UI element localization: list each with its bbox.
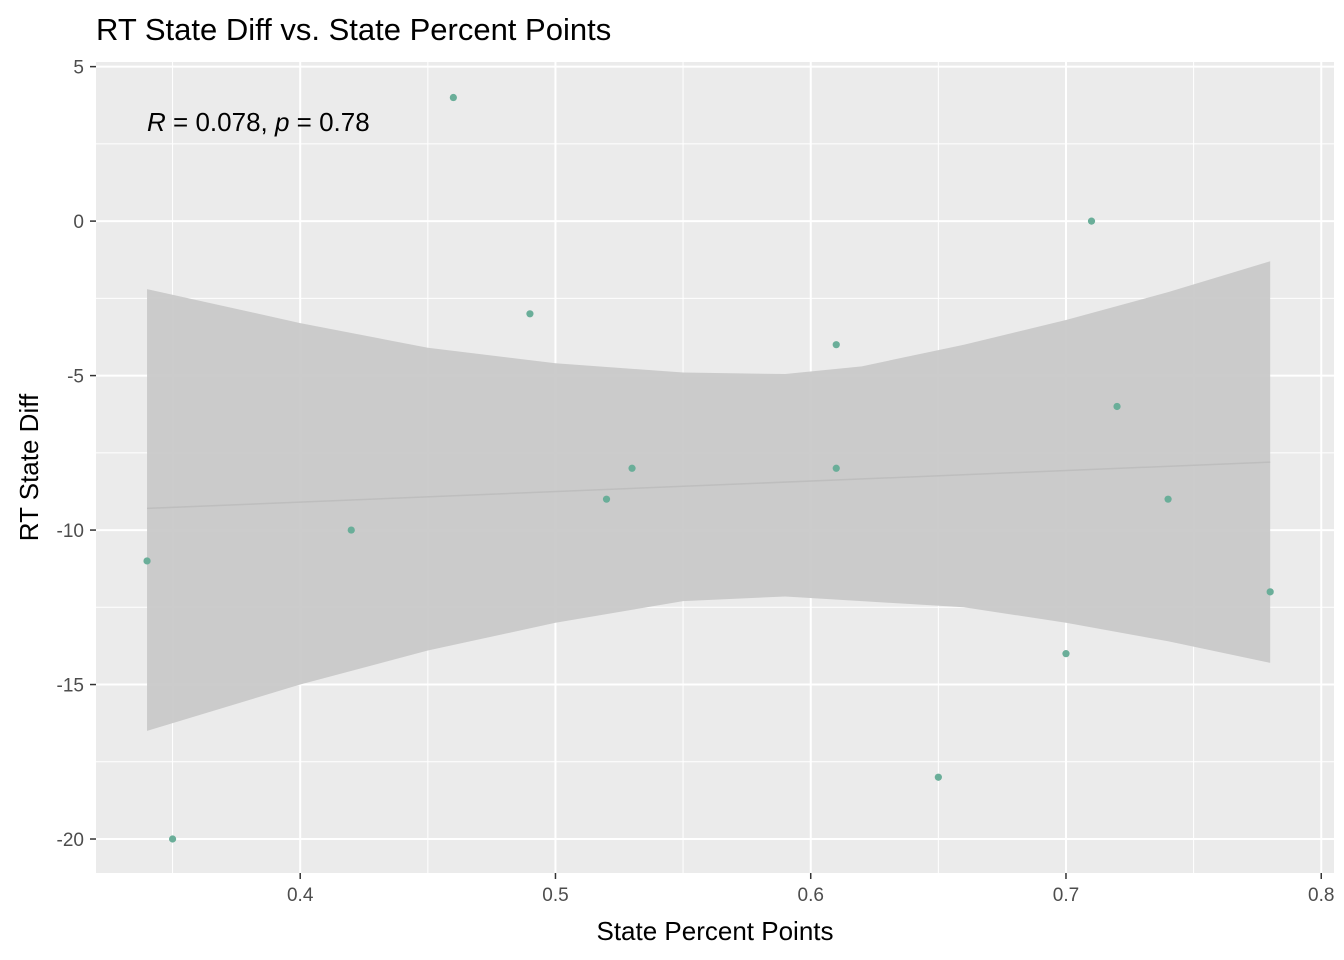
data-point [143, 557, 151, 565]
data-point [168, 835, 177, 843]
x-axis-title: State Percent Points [596, 916, 833, 946]
data-point [602, 495, 611, 503]
x-tick-label: 0.5 [542, 885, 568, 906]
x-tick-label: 0.6 [798, 885, 824, 906]
y-tick-label: -10 [57, 521, 84, 542]
r-value: = 0.078, [166, 107, 275, 137]
fit-line [147, 461, 1271, 510]
confidence-band [147, 261, 1271, 731]
data-point [1113, 402, 1121, 411]
data-point [347, 526, 355, 534]
correlation-annotation: R = 0.078, p = 0.78 [147, 107, 370, 137]
y-tick-label: -15 [57, 676, 84, 697]
x-tick-label: 0.4 [287, 885, 314, 906]
confidence-ribbon [147, 261, 1271, 731]
x-tick-label: 0.7 [1053, 885, 1079, 906]
data-point [1087, 217, 1096, 225]
x-axis: 0.4 0.5 0.6 0.7 0.8 [287, 873, 1334, 906]
y-tick-label: 0 [73, 212, 84, 233]
data-point [832, 464, 840, 472]
y-axis-title: RT State Diff [14, 393, 44, 541]
chart-title: RT State Diff vs. State Percent Points [96, 12, 611, 47]
r-symbol: R [147, 107, 166, 137]
data-point [934, 773, 942, 781]
data-point [449, 93, 457, 102]
regression-line [147, 461, 1271, 510]
data-point [628, 464, 636, 472]
data-point [526, 310, 534, 318]
y-axis: 5 0 -5 -10 -15 -20 [57, 58, 96, 851]
data-points [143, 93, 1274, 843]
y-tick-label: -20 [57, 830, 84, 851]
data-point [1062, 650, 1070, 658]
y-tick-label: -5 [67, 367, 84, 388]
data-point [832, 341, 840, 349]
p-value: = 0.78 [289, 107, 369, 137]
y-tick-label: 5 [73, 58, 84, 79]
data-point [1266, 588, 1274, 596]
data-point [1164, 495, 1172, 503]
p-symbol: p [274, 107, 289, 137]
x-tick-label: 0.8 [1308, 885, 1334, 906]
